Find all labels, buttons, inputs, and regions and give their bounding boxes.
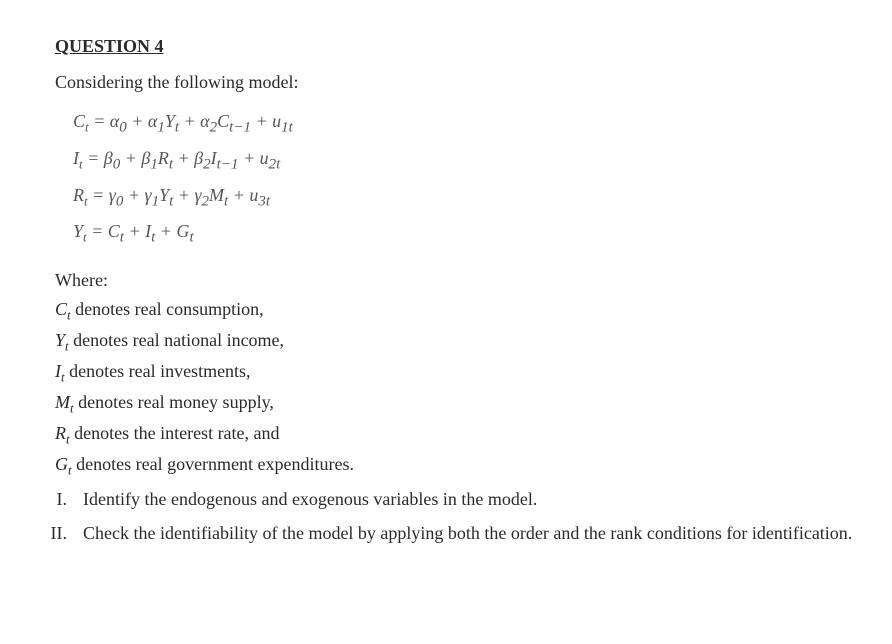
task-list: I.Identify the endogenous and exogenous … <box>21 485 862 548</box>
eq1-rhs: α0 + α1Yt + α2Ct−1 + u1t <box>110 111 293 131</box>
task-text: Check the identifiability of the model b… <box>83 519 862 549</box>
variable-definitions: Ct denotes real consumption,Yt denotes r… <box>55 295 862 481</box>
model-equations: Ct = α0 + α1Yt + α2Ct−1 + u1t It = β0 + … <box>55 105 862 251</box>
definition-row: Ct denotes real consumption, <box>55 295 862 326</box>
definition-row: Yt denotes real national income, <box>55 326 862 357</box>
equation-4: Yt = Ct + It + Gt <box>73 215 862 252</box>
task-numeral: II. <box>21 519 83 549</box>
def-text: denotes the interest rate, and <box>70 423 280 443</box>
eq4-lhs-base: Y <box>73 221 83 241</box>
eq3-lhs-sub: t <box>84 193 88 208</box>
eq4-rhs: Ct + It + Gt <box>108 221 194 241</box>
def-var: R <box>55 423 66 443</box>
eq1-lhs-base: C <box>73 111 85 131</box>
question-page: QUESTION 4 Considering the following mod… <box>0 0 892 583</box>
def-text: denotes real consumption, <box>71 299 264 319</box>
eq2-lhs-sub: t <box>79 157 83 172</box>
eq4-lhs-sub: t <box>83 230 87 245</box>
def-text: denotes real investments, <box>65 361 251 381</box>
intro-text: Considering the following model: <box>55 68 862 98</box>
eq2-rhs: β0 + β1Rt + β2It−1 + u2t <box>104 148 281 168</box>
equation-3: Rt = γ0 + γ1Yt + γ2Mt + u3t <box>73 179 862 216</box>
eq1-lhs-sub: t <box>85 120 89 135</box>
definition-row: Mt denotes real money supply, <box>55 388 862 419</box>
equation-1: Ct = α0 + α1Yt + α2Ct−1 + u1t <box>73 105 862 142</box>
definition-row: Rt denotes the interest rate, and <box>55 419 862 450</box>
def-text: denotes real money supply, <box>74 392 274 412</box>
definition-row: It denotes real investments, <box>55 357 862 388</box>
where-label: Where: <box>55 266 862 296</box>
definition-row: Gt denotes real government expenditures. <box>55 450 862 481</box>
equation-2: It = β0 + β1Rt + β2It−1 + u2t <box>73 142 862 179</box>
def-var: Y <box>55 330 65 350</box>
def-var: C <box>55 299 67 319</box>
eq3-lhs-base: R <box>73 185 84 205</box>
def-text: denotes real government expenditures. <box>72 454 354 474</box>
question-heading: QUESTION 4 <box>55 32 862 62</box>
task-item: II.Check the identifiability of the mode… <box>21 519 862 549</box>
eq3-rhs: γ0 + γ1Yt + γ2Mt + u3t <box>109 185 270 205</box>
def-var: M <box>55 392 70 412</box>
def-text: denotes real national income, <box>69 330 284 350</box>
task-item: I.Identify the endogenous and exogenous … <box>21 485 862 515</box>
def-var: G <box>55 454 68 474</box>
task-numeral: I. <box>21 485 83 515</box>
task-text: Identify the endogenous and exogenous va… <box>83 485 862 515</box>
